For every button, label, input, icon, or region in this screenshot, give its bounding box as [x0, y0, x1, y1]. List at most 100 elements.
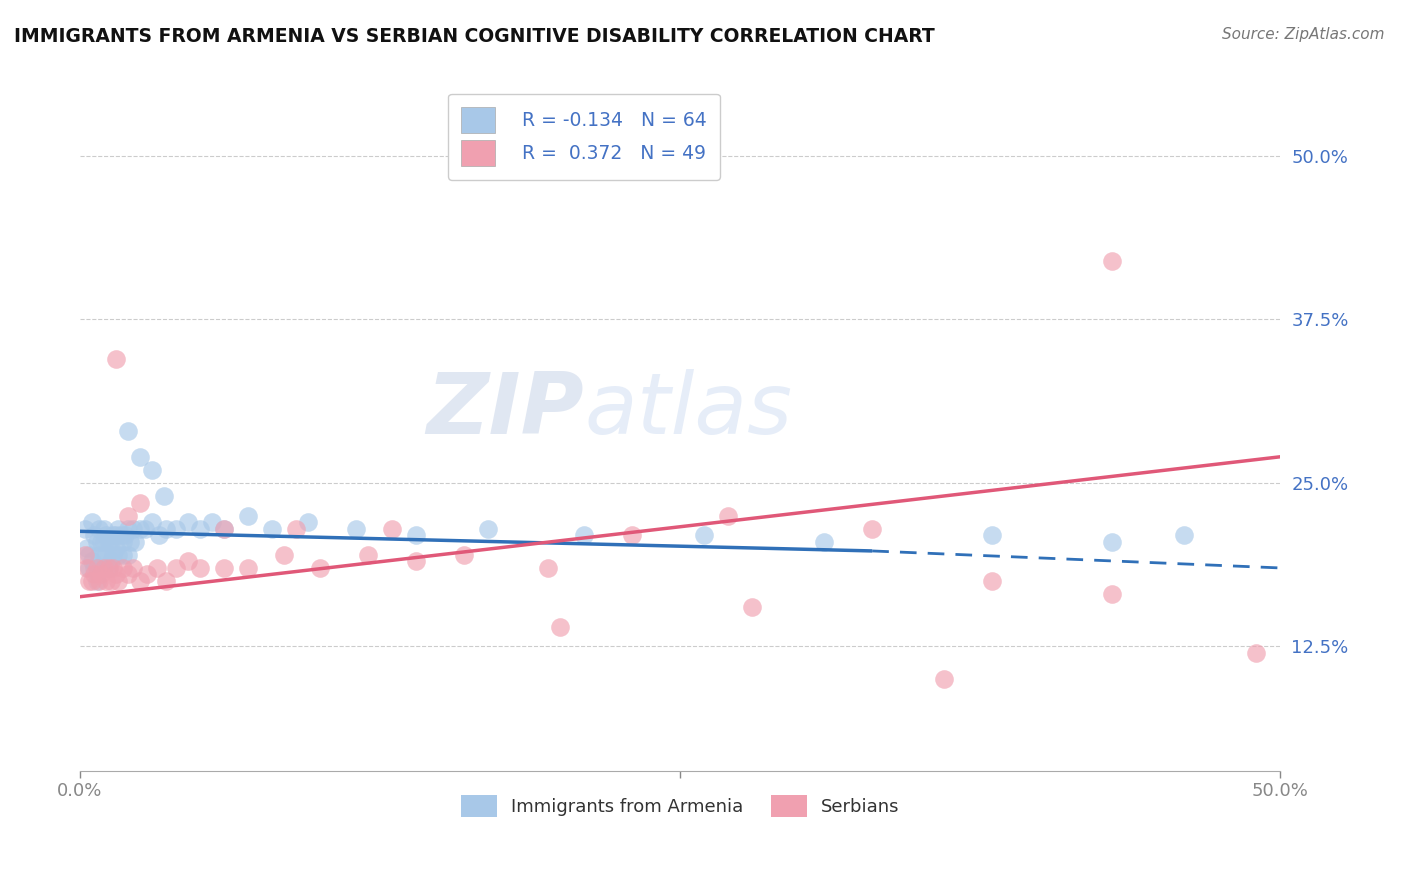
Point: [124, 534, 146, 549]
Point: [87, 522, 110, 536]
Point: [134, 522, 156, 536]
Point: [693, 528, 716, 542]
Point: [112, 534, 135, 549]
Point: [90, 567, 112, 582]
Point: [87, 548, 110, 562]
Point: [79, 574, 101, 588]
Point: [97, 561, 120, 575]
Point: [934, 672, 956, 686]
Point: [83, 528, 105, 542]
Point: [297, 515, 319, 529]
Point: [73, 522, 96, 536]
Point: [97, 561, 120, 575]
Point: [201, 515, 224, 529]
Point: [103, 528, 125, 542]
Point: [357, 548, 380, 562]
Text: IMMIGRANTS FROM ARMENIA VS SERBIAN COGNITIVE DISABILITY CORRELATION CHART: IMMIGRANTS FROM ARMENIA VS SERBIAN COGNI…: [14, 27, 935, 45]
Point: [155, 522, 177, 536]
Point: [93, 561, 115, 575]
Point: [107, 522, 129, 536]
Point: [104, 528, 127, 542]
Point: [621, 528, 644, 542]
Point: [548, 620, 571, 634]
Point: [96, 548, 118, 562]
Point: [86, 561, 108, 575]
Point: [572, 528, 595, 542]
Point: [141, 515, 163, 529]
Point: [1101, 587, 1123, 601]
Point: [344, 522, 367, 536]
Point: [148, 528, 170, 542]
Point: [813, 534, 835, 549]
Legend: Immigrants from Armenia, Serbians: Immigrants from Armenia, Serbians: [453, 788, 907, 824]
Point: [80, 554, 103, 568]
Point: [453, 548, 475, 562]
Point: [100, 574, 122, 588]
Point: [114, 528, 136, 542]
Point: [110, 528, 132, 542]
Point: [117, 522, 139, 536]
Point: [177, 515, 200, 529]
Point: [86, 534, 108, 549]
Point: [260, 522, 283, 536]
Point: [405, 528, 427, 542]
Point: [117, 508, 139, 523]
Point: [537, 561, 560, 575]
Point: [860, 522, 883, 536]
Point: [165, 522, 187, 536]
Point: [1246, 646, 1268, 660]
Point: [128, 495, 150, 509]
Point: [236, 508, 259, 523]
Point: [128, 450, 150, 464]
Point: [100, 534, 122, 549]
Point: [117, 567, 139, 582]
Text: Source: ZipAtlas.com: Source: ZipAtlas.com: [1222, 27, 1385, 42]
Point: [405, 554, 427, 568]
Point: [212, 522, 235, 536]
Point: [104, 351, 127, 366]
Point: [212, 561, 235, 575]
Point: [93, 534, 115, 549]
Point: [104, 541, 127, 556]
Point: [117, 548, 139, 562]
Point: [96, 574, 118, 588]
Point: [76, 561, 98, 575]
Point: [121, 561, 143, 575]
Point: [103, 548, 125, 562]
Point: [153, 489, 176, 503]
Point: [155, 574, 177, 588]
Point: [79, 561, 101, 575]
Point: [128, 574, 150, 588]
Point: [79, 548, 101, 562]
Point: [188, 561, 211, 575]
Point: [87, 574, 110, 588]
Point: [90, 561, 112, 575]
Point: [96, 528, 118, 542]
Point: [188, 522, 211, 536]
Point: [145, 561, 167, 575]
Point: [76, 541, 98, 556]
Point: [309, 561, 332, 575]
Point: [381, 522, 404, 536]
Point: [981, 528, 1004, 542]
Point: [107, 574, 129, 588]
Point: [128, 522, 150, 536]
Point: [117, 424, 139, 438]
Point: [1101, 534, 1123, 549]
Point: [236, 561, 259, 575]
Point: [83, 561, 105, 575]
Point: [284, 522, 307, 536]
Point: [83, 567, 105, 582]
Point: [97, 534, 120, 549]
Point: [93, 548, 115, 562]
Point: [86, 574, 108, 588]
Point: [90, 534, 112, 549]
Point: [73, 548, 96, 562]
Point: [112, 561, 135, 575]
Point: [212, 522, 235, 536]
Point: [741, 600, 763, 615]
Point: [112, 548, 135, 562]
Point: [104, 567, 127, 582]
Point: [273, 548, 295, 562]
Point: [717, 508, 740, 523]
